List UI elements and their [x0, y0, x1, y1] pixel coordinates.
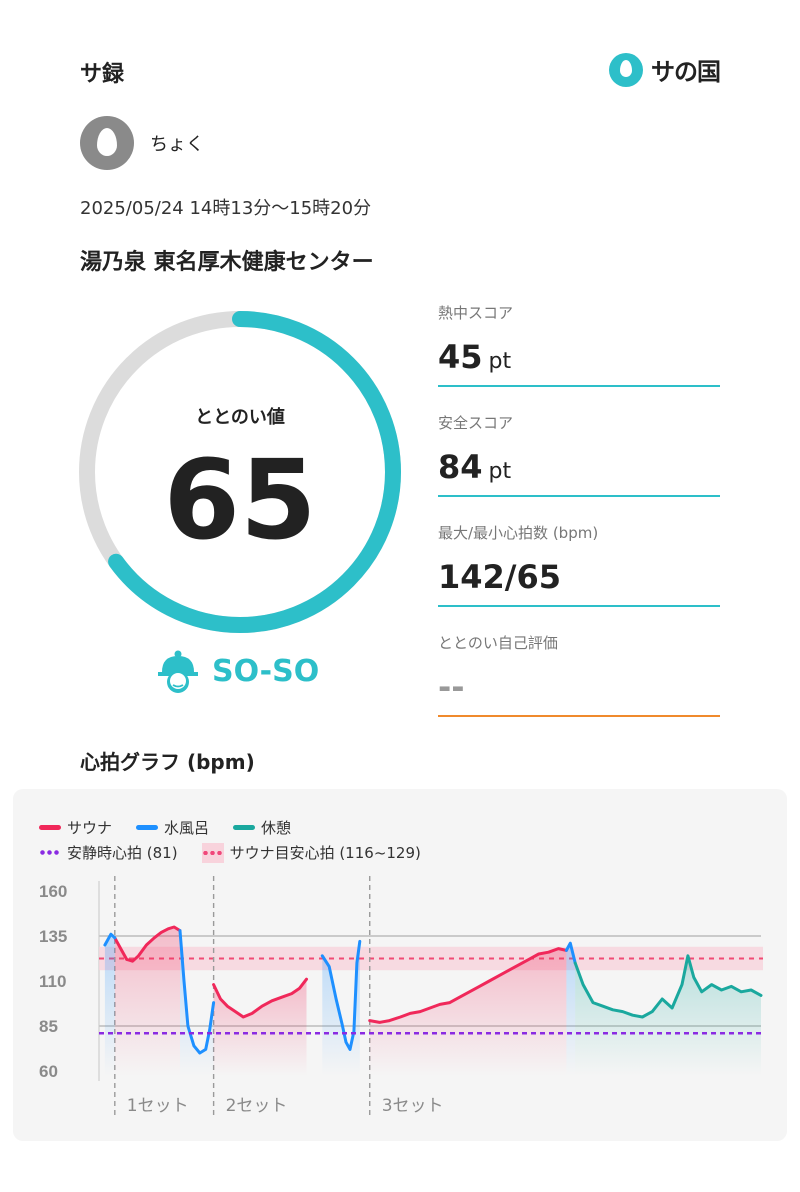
y-tick-label: 160: [39, 882, 67, 901]
set-label: 2セット: [226, 1096, 288, 1116]
visit-datetime: 2025/05/24 14時13分〜15時20分: [80, 198, 372, 219]
divider: [438, 605, 720, 607]
sauna-area: [369, 948, 567, 1076]
gauge-progress: [79, 311, 401, 633]
safety-score-number: 84: [438, 448, 483, 486]
legend-references: 安静時心拍 (81) サウナ目安心拍 (116~129): [39, 842, 445, 863]
heat-score-label: 熱中スコア: [438, 304, 514, 322]
sauna-hat-face-icon: [158, 650, 198, 693]
water-line: [564, 941, 577, 965]
self-evaluation[interactable]: ととのい自己評価 --: [438, 632, 720, 717]
safety-score-value: 84 pt: [438, 447, 720, 491]
heart-rate-graph-card: サウナ 水風呂 休憩 安静時心拍 (81) サウナ目安心拍 (116~129) …: [13, 789, 787, 1141]
legend-target-label: サウナ目安心拍 (116~129): [229, 844, 421, 862]
totonoi-gauge: [79, 311, 401, 633]
legend-sauna-swatch: [39, 825, 61, 830]
safety-score-unit: pt: [488, 459, 512, 484]
avatar[interactable]: [80, 116, 134, 170]
sauna-line: [212, 977, 308, 1019]
safety-score: 安全スコア 84 pt: [438, 412, 720, 497]
mood-text: SO-SO: [212, 653, 320, 689]
water-area: [566, 943, 576, 1076]
totonoi-value: 65: [163, 436, 317, 564]
y-tick-label: 85: [39, 1017, 58, 1036]
sauna-area: [114, 927, 180, 1076]
drop-icon: [97, 128, 117, 156]
graph-title: 心拍グラフ (bpm): [80, 750, 255, 774]
legend-rest-swatch: [233, 825, 256, 830]
heart-rate-chart: 160 135 110 85 60 1セット 2セット 3セット: [39, 876, 763, 1116]
page-title: サ録: [80, 62, 125, 87]
sauna-area: [213, 979, 307, 1076]
set-label: 1セット: [127, 1096, 189, 1116]
sauna-line: [113, 925, 182, 963]
safety-score-label: 安全スコア: [438, 414, 514, 432]
header: サ録 サの国: [80, 52, 721, 87]
facility-name[interactable]: 湯乃泉 東名厚木健康センター: [80, 250, 374, 275]
legend-sauna: サウナ: [39, 817, 112, 838]
heart-rate-value: 142/65: [438, 558, 562, 596]
mood-indicator: SO-SO: [156, 648, 319, 694]
water-area: [180, 930, 214, 1076]
legend-resting-label: 安静時心拍 (81): [67, 844, 178, 862]
legend-water-swatch: [136, 825, 159, 830]
logo-text: サの国: [651, 58, 721, 86]
rest-area: [575, 955, 761, 1076]
heat-score-unit: pt: [488, 349, 512, 374]
totonoi-label: ととのい値: [195, 407, 285, 428]
water-area: [104, 934, 115, 1076]
drop-logo-icon: [609, 52, 643, 87]
legend-rest-label: 休憩: [261, 819, 292, 837]
self-evaluation-label: ととのい自己評価: [438, 634, 558, 652]
water-line: [103, 932, 117, 947]
rest-line: [573, 954, 763, 1019]
legend-sauna-label: サウナ: [67, 819, 113, 837]
legend-sauna-target: サウナ目安心拍 (116~129): [201, 842, 421, 863]
user-name[interactable]: ちょく: [150, 134, 204, 155]
y-tick-label: 110: [39, 972, 66, 991]
water-line: [320, 939, 362, 1051]
heat-score-number: 45: [438, 338, 483, 376]
app-logo[interactable]: サの国: [609, 52, 721, 87]
sauna-line: [368, 947, 568, 1024]
y-tick-label: 60: [39, 1062, 58, 1081]
set-label: 3セット: [382, 1096, 444, 1116]
self-evaluation-underline: [438, 715, 720, 717]
divider: [438, 495, 720, 497]
heart-rate-range: 最大/最小心拍数 (bpm) 142/65: [438, 522, 720, 607]
user-info[interactable]: ちょく: [80, 116, 204, 170]
y-tick-label: 135: [39, 927, 67, 946]
legend-water-label: 水風呂: [164, 819, 210, 837]
legend-water: 水風呂: [136, 817, 209, 838]
legend-target-swatch: [201, 842, 224, 863]
legend-phases: サウナ 水風呂 休憩: [39, 817, 315, 838]
heart-rate-label: 最大/最小心拍数 (bpm): [438, 524, 599, 542]
legend-resting-swatch: [39, 850, 61, 855]
divider: [438, 385, 720, 387]
legend-resting-hr: 安静時心拍 (81): [39, 842, 178, 863]
heat-score: 熱中スコア 45 pt: [438, 302, 720, 387]
legend-rest: 休憩: [233, 817, 291, 838]
water-area: [322, 941, 360, 1076]
self-evaluation-value[interactable]: --: [438, 668, 465, 706]
heat-score-value: 45 pt: [438, 337, 720, 381]
